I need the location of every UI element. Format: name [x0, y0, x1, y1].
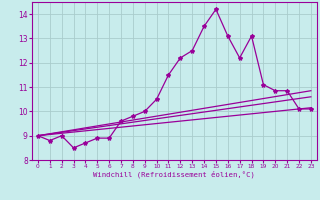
X-axis label: Windchill (Refroidissement éolien,°C): Windchill (Refroidissement éolien,°C)	[93, 171, 255, 178]
